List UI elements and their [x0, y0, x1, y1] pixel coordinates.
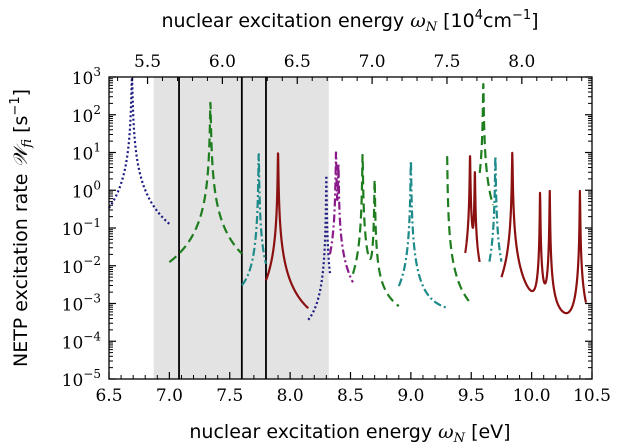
x-tick-label-7: 10.0	[513, 386, 551, 406]
top-axis-label-unit-mid: cm	[483, 10, 512, 32]
top-axis-label-unit-open: [10	[437, 10, 475, 32]
top-axis-label-unit-close: ]	[531, 10, 538, 32]
series-layer	[108, 76, 588, 321]
x-axis-label-prefix: nuclear excitation energy	[189, 421, 438, 443]
x-tick-label-3: 8.0	[277, 386, 304, 406]
top-axis-label-sub: N	[425, 20, 438, 35]
series-darkred-12	[500, 151, 588, 315]
y-axis-label-unit-close: ]	[10, 89, 32, 96]
series-darkred-9	[464, 155, 481, 263]
y-axis-label-symbol: 𝒲	[10, 144, 32, 168]
x-tick-label-2: 7.5	[216, 386, 243, 406]
y-tick-label-6: 101	[72, 141, 101, 165]
y-tick-label-0: 10−5	[62, 367, 101, 391]
top-axis-label-unit-exp: 4	[475, 8, 483, 23]
vertical-lines-layer	[178, 77, 267, 379]
x-axis-label-symbol: ω	[438, 421, 454, 443]
x-tick-label-5: 9.0	[397, 386, 424, 406]
series-teal-7	[397, 159, 449, 309]
series-teal-2	[240, 153, 268, 287]
y-tick-label-8: 103	[72, 65, 101, 89]
y-tick-label-7: 102	[72, 103, 101, 127]
top-tick-label-3: 7.0	[359, 52, 386, 72]
x-tick-label-0: 6.5	[95, 386, 122, 406]
series-navy-0	[108, 76, 171, 225]
x-axis-label: nuclear excitation energy ωN [eV]	[189, 421, 510, 446]
series-navy-4	[307, 174, 332, 321]
top-tick-label-5: 8.0	[508, 52, 535, 72]
top-tick-label-0: 5.5	[134, 52, 161, 72]
top-axis-label-symbol: ω	[410, 10, 426, 32]
y-tick-label-2: 10−3	[62, 292, 101, 316]
x-tick-label-8: 10.5	[573, 386, 611, 406]
series-green-10	[478, 82, 495, 206]
y-tick-label-1: 10−4	[62, 329, 102, 353]
y-tick-label-4: 10−1	[62, 216, 101, 240]
series-teal-11	[488, 155, 503, 263]
series-green-8	[446, 156, 470, 302]
y-axis-label-sub: fi	[20, 139, 35, 149]
series-purple-5	[328, 151, 354, 284]
y-axis-label: NETP excitation rate 𝒲fi [s−1]	[8, 89, 35, 367]
x-tick-label-6: 9.5	[458, 386, 485, 406]
top-tick-label-1: 6.0	[209, 52, 236, 72]
top-axis-label-prefix: nuclear excitation energy	[161, 10, 410, 32]
top-axis-label: nuclear excitation energy ωN [104cm−1]	[161, 8, 538, 35]
y-axis-label-unit-open: [s	[10, 116, 32, 139]
y-axis-label-unit-exp: −1	[8, 96, 23, 115]
tick-layer: 6.5 7.0 7.5 8.0 8.5 9.0 9.5 10.0 10.5 5.5 6.0 6.5 7.…	[62, 52, 611, 406]
y-axis-label-prefix: NETP excitation rate	[10, 168, 32, 367]
x-tick-label-1: 7.0	[156, 386, 183, 406]
x-axis-label-unit: [eV]	[465, 421, 511, 443]
y-tick-label-5: 100	[72, 178, 101, 202]
series-green-6	[351, 153, 400, 308]
series-green-1	[168, 101, 243, 264]
top-axis-label-unit-exp2: −1	[512, 8, 531, 23]
x-axis-label-sub: N	[453, 431, 466, 446]
top-tick-label-2: 6.5	[284, 52, 311, 72]
series-darkred-3	[264, 152, 310, 310]
top-tick-label-4: 7.5	[433, 52, 460, 72]
y-tick-label-3: 10−2	[62, 254, 101, 278]
x-tick-label-4: 8.5	[337, 386, 364, 406]
